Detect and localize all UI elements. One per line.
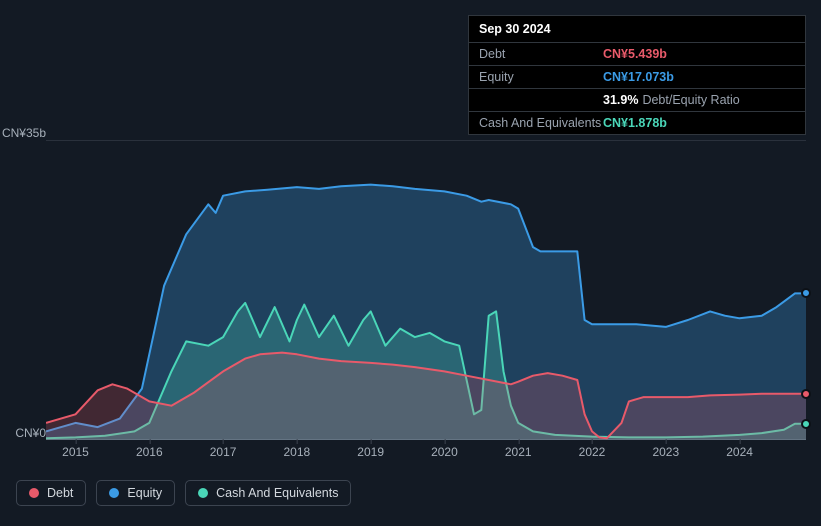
legend: Debt Equity Cash And Equivalents [16,480,351,506]
x-tick: 2015 [62,445,89,459]
tooltip-row-cash: Cash And Equivalents CN¥1.878b [469,112,805,134]
y-axis-top-label: CN¥35b [2,126,46,140]
tooltip-cash-value: CN¥1.878b [603,116,667,130]
tooltip-ratio-spacer [479,93,603,107]
x-tick: 2018 [284,445,311,459]
legend-item-cash[interactable]: Cash And Equivalents [185,480,351,506]
x-tick: 2017 [210,445,237,459]
legend-label: Equity [127,486,162,500]
legend-label: Debt [47,486,73,500]
legend-dot-icon [29,488,39,498]
tooltip-row-ratio: 31.9% Debt/Equity Ratio [469,89,805,112]
x-tick: 2020 [431,445,458,459]
plot-svg [46,140,806,440]
tooltip-ratio-label: Debt/Equity Ratio [642,93,739,107]
tooltip-equity-label: Equity [479,70,603,84]
end-marker-cash [801,419,811,429]
x-tick: 2021 [505,445,532,459]
chart-wrap: CN¥35b CN¥0 2015201620172018201920202021… [16,120,806,470]
tooltip-ratio-value: 31.9% Debt/Equity Ratio [603,93,740,107]
end-marker-debt [801,389,811,399]
tooltip-box: Sep 30 2024 Debt CN¥5.439b Equity CN¥17.… [468,15,806,135]
tooltip-equity-value: CN¥17.073b [603,70,674,84]
legend-dot-icon [109,488,119,498]
tooltip-date: Sep 30 2024 [469,16,805,43]
legend-label: Cash And Equivalents [216,486,338,500]
tooltip-ratio-pct: 31.9% [603,93,638,107]
tooltip-debt-value: CN¥5.439b [603,47,667,61]
x-tick: 2024 [726,445,753,459]
legend-item-debt[interactable]: Debt [16,480,86,506]
grid-top-line [46,140,806,141]
tooltip-cash-label: Cash And Equivalents [479,116,603,130]
x-tick: 2019 [357,445,384,459]
y-axis-bottom-label: CN¥0 [15,426,46,440]
x-tick: 2022 [579,445,606,459]
legend-dot-icon [198,488,208,498]
tooltip-debt-label: Debt [479,47,603,61]
chart-container: Sep 30 2024 Debt CN¥5.439b Equity CN¥17.… [0,0,821,526]
end-marker-equity [801,288,811,298]
tooltip-row-equity: Equity CN¥17.073b [469,66,805,89]
plot-area[interactable] [46,140,806,440]
legend-item-equity[interactable]: Equity [96,480,175,506]
x-axis: 2015 2016 2017 2018 2019 2020 2021 2022 2023 2024 [46,445,806,465]
x-tick: 2016 [136,445,163,459]
tooltip-row-debt: Debt CN¥5.439b [469,43,805,66]
x-tick: 2023 [652,445,679,459]
